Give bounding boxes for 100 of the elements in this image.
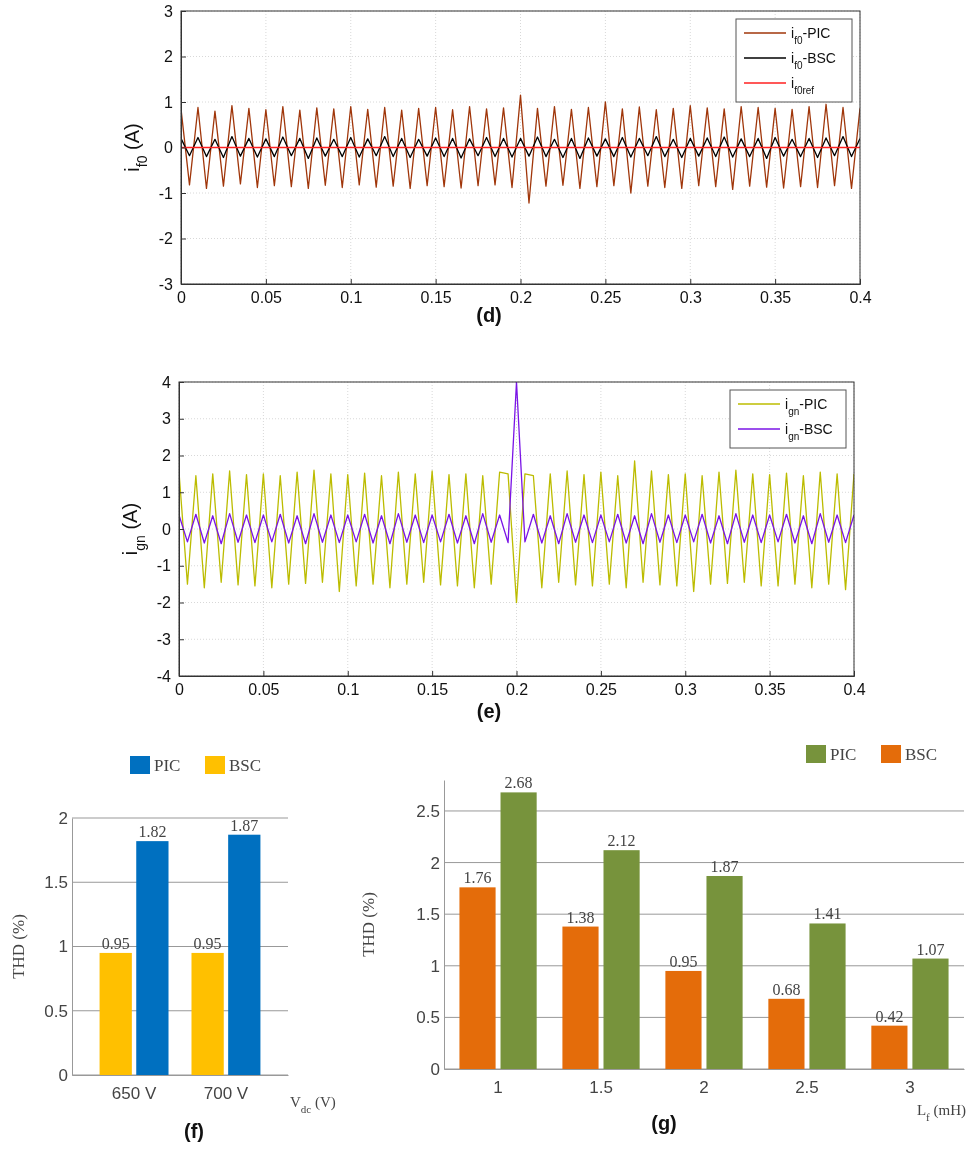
legend-label: BSC bbox=[905, 745, 938, 764]
y-tick-label: 0 bbox=[58, 1065, 68, 1085]
x-tick-label: 0.15 bbox=[420, 289, 452, 307]
y-tick-label: 2 bbox=[164, 48, 174, 66]
bar bbox=[665, 970, 702, 1069]
y-tick-label: 0 bbox=[164, 139, 174, 157]
y-tick-label: -1 bbox=[156, 557, 172, 575]
line-series bbox=[181, 94, 860, 204]
data-label: 0.95 bbox=[101, 934, 130, 952]
y-tick-label: -1 bbox=[158, 184, 174, 202]
data-label: 1.82 bbox=[138, 823, 167, 841]
bar bbox=[99, 952, 132, 1075]
y-tick-label: 1 bbox=[162, 483, 172, 501]
y-tick-label: 4 bbox=[162, 373, 172, 391]
y-tick-label: 0.5 bbox=[416, 1008, 440, 1028]
x-tick-label: 0.3 bbox=[679, 289, 702, 307]
y-tick-label: 1 bbox=[164, 93, 174, 111]
x-tick-label: 1.5 bbox=[589, 1078, 613, 1098]
legend-label: PIC bbox=[830, 745, 857, 764]
data-label: 1.87 bbox=[710, 857, 739, 875]
data-label: 1.41 bbox=[813, 905, 842, 923]
text: (f) bbox=[184, 1120, 204, 1142]
x-tick-label: 2 bbox=[699, 1078, 709, 1098]
data-label: 0.42 bbox=[875, 1007, 904, 1025]
data-label: 2.12 bbox=[607, 832, 636, 850]
x-tick-label: 0.4 bbox=[849, 289, 872, 307]
y-tick-label: 1.5 bbox=[416, 905, 440, 925]
y-tick-label: 3 bbox=[164, 2, 174, 20]
y-axis-title: THD (%) bbox=[359, 892, 378, 957]
data-label: 1.07 bbox=[916, 940, 945, 958]
x-tick-label: 0.1 bbox=[340, 289, 363, 307]
x-axis-title: L$_{f}$ (mH) bbox=[916, 1102, 966, 1123]
y-tick-label: 1.5 bbox=[44, 873, 68, 893]
y-tick-label: 0 bbox=[430, 1059, 440, 1079]
x-tick-label: 700 V bbox=[203, 1084, 249, 1104]
data-label: 1.76 bbox=[463, 869, 492, 887]
y-tick-label: -2 bbox=[156, 594, 172, 612]
legend-label: i$_{gn}$-PIC bbox=[785, 396, 828, 417]
y-tick-label: 1 bbox=[430, 956, 440, 976]
legend-label: i$_{f0}$-BSC bbox=[791, 50, 836, 71]
y-tick-label: 2.5 bbox=[416, 801, 440, 821]
bar bbox=[912, 958, 949, 1069]
y-tick-label: -4 bbox=[156, 667, 172, 685]
x-tick-label: 0 bbox=[177, 289, 187, 307]
y-tick-label: -3 bbox=[156, 630, 172, 648]
data-label: 1.87 bbox=[230, 816, 259, 834]
x-tick-label: 0.05 bbox=[248, 681, 280, 699]
y-tick-label: 3 bbox=[162, 410, 172, 428]
y-tick-label: 2 bbox=[430, 853, 440, 873]
x-axis-title: V$_{dc}$ (V) bbox=[290, 1094, 336, 1115]
x-tick-label: 0.4 bbox=[843, 681, 866, 699]
x-tick-label: 0.25 bbox=[585, 681, 618, 699]
y-tick-label: 0.5 bbox=[44, 1001, 68, 1021]
x-tick-label: 2.5 bbox=[795, 1078, 819, 1098]
x-tick-label: 0.3 bbox=[674, 681, 697, 699]
y-axis-title: THD (%) bbox=[9, 914, 28, 979]
x-tick-label: 0.1 bbox=[337, 681, 360, 699]
bar bbox=[459, 887, 496, 1069]
x-tick-label: 0 bbox=[175, 681, 185, 699]
bar bbox=[191, 952, 224, 1075]
x-tick-label: 0.15 bbox=[417, 681, 449, 699]
x-tick-label: 0.2 bbox=[505, 681, 529, 699]
bar bbox=[768, 998, 805, 1069]
bar bbox=[809, 923, 846, 1069]
bar bbox=[706, 875, 743, 1069]
data-label: 0.95 bbox=[193, 934, 222, 952]
x-tick-label: 0.35 bbox=[760, 289, 792, 307]
x-tick-label: 0.35 bbox=[754, 681, 786, 699]
legend-label: i$_{f0}$-PIC bbox=[791, 25, 831, 46]
line-series bbox=[181, 135, 860, 160]
y-tick-label: -2 bbox=[158, 230, 174, 248]
y-tick-label: 0 bbox=[162, 520, 172, 538]
y-tick-label: 2 bbox=[58, 808, 68, 828]
data-label: 1.38 bbox=[566, 908, 595, 926]
legend-label: PIC bbox=[154, 756, 181, 775]
data-label: 2.68 bbox=[504, 774, 533, 792]
bar bbox=[603, 850, 640, 1069]
line-series bbox=[179, 460, 854, 604]
x-tick-label: 1 bbox=[493, 1078, 503, 1098]
y-tick-label: 2 bbox=[162, 447, 172, 465]
x-tick-label: 0.25 bbox=[590, 289, 622, 307]
bar bbox=[228, 834, 261, 1075]
legend-label: BSC bbox=[229, 756, 262, 775]
text: (d) bbox=[476, 304, 502, 326]
x-tick-label: 650 V bbox=[111, 1084, 157, 1104]
bar bbox=[562, 926, 599, 1069]
bar bbox=[500, 792, 537, 1069]
x-tick-label: 0.05 bbox=[250, 289, 283, 307]
x-tick-label: 3 bbox=[905, 1078, 915, 1098]
bar bbox=[136, 841, 169, 1075]
bar bbox=[871, 1025, 908, 1069]
y-tick-label: 1 bbox=[58, 937, 68, 957]
data-label: 0.95 bbox=[669, 952, 698, 970]
x-tick-label: 0.2 bbox=[509, 289, 533, 307]
data-label: 0.68 bbox=[772, 980, 801, 998]
legend-label: i$_{gn}$-BSC bbox=[785, 421, 833, 442]
y-tick-label: -3 bbox=[158, 275, 174, 293]
text: (e) bbox=[476, 700, 502, 722]
text: (g) bbox=[651, 1112, 677, 1134]
legend-label: i$_{f0ref}$ bbox=[791, 75, 815, 96]
